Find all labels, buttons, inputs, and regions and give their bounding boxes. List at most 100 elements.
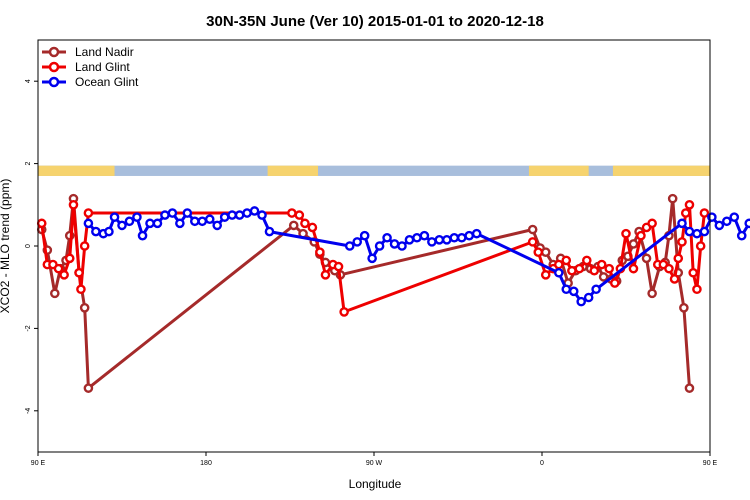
data-point [540,247,551,257]
data-point [568,286,579,297]
data-point [684,226,695,237]
series-ocean-glint [83,206,750,307]
legend-label: Ocean Glint [75,75,139,89]
data-point [204,214,215,225]
data-point [729,212,740,222]
data-point [137,230,148,241]
data-point [79,241,90,251]
data-point [197,216,208,227]
data-point [382,232,392,243]
legend-item: Ocean Glint [42,75,139,89]
data-point [397,241,407,251]
data-point [714,220,725,231]
data-point [722,216,732,227]
series-group [36,193,750,393]
data-point [677,218,687,229]
data-point [53,263,64,274]
data-point [294,210,305,220]
data-point [50,288,60,299]
data-point [641,253,652,264]
data-point [664,263,674,274]
data-point [83,383,94,393]
data-point [91,226,101,237]
x-tick-label: 90 E [703,460,718,467]
x-tick-label: 90 W [366,460,383,467]
data-point [591,284,601,295]
data-point [257,210,267,220]
data-point [699,226,710,237]
data-point [367,253,377,264]
data-point [596,259,607,270]
data-point [582,255,592,266]
data-point [647,218,657,229]
data-point [679,302,689,313]
data-point [124,216,135,227]
data-point [182,208,193,218]
data-point [456,232,467,243]
data-point [647,288,657,299]
ocean-band [38,165,710,176]
data-point [636,230,646,241]
data-point [699,208,710,218]
y-tick-label: 2 [25,162,32,166]
land-band-segment [267,165,318,176]
data-point [264,226,275,237]
data-point [628,239,639,249]
land-band-segment [38,165,115,176]
x-axis-label: Longitude [349,477,402,491]
data-point [104,226,114,237]
data-point [189,216,200,227]
land-ocean-band [38,165,710,176]
x-tick-label: 180 [200,460,212,467]
data-point [598,272,609,282]
y-tick-label: -4 [25,408,32,414]
data-point [242,208,252,218]
data-point [300,218,310,229]
data-point [707,212,717,222]
data-point [680,208,691,218]
data-point [628,263,639,274]
data-point [692,228,702,239]
data-point [59,270,69,280]
data-point [583,292,594,303]
y-tick-label: -2 [25,325,32,331]
legend-swatch-marker [48,76,60,88]
data-point [471,228,482,239]
data-point [695,241,706,251]
legend-swatch-marker [48,46,60,58]
data-point [109,212,120,222]
data-point [219,212,230,222]
data-point [68,199,79,210]
legend-item: Land Glint [42,60,130,74]
series-land-glint [36,199,710,317]
data-point [83,208,94,218]
data-point [604,263,615,274]
data-point [288,220,299,231]
data-point [567,265,577,276]
y-tick-label: 0 [25,244,32,248]
data-point [227,210,237,220]
data-point [449,232,460,243]
legend-label: Land Nadir [75,45,134,59]
data-point [333,261,344,272]
data-point [621,228,631,239]
data-point [673,253,684,264]
data-point [434,235,445,245]
data-point [352,237,363,247]
data-point [320,270,331,280]
y-axis-label: XCO2 - MLO trend (ppm) [0,179,12,314]
data-point [412,232,422,243]
data-point [307,222,318,233]
data-point [36,218,47,229]
data-point [554,267,564,278]
data-point [561,284,572,295]
data-point [574,263,585,274]
land-band-segment [612,165,710,176]
data-point [677,237,687,247]
data-point [464,230,475,241]
data-point [427,237,437,247]
data-point [344,241,355,251]
data-point [117,220,127,231]
data-point [145,218,155,229]
data-point [374,241,385,251]
